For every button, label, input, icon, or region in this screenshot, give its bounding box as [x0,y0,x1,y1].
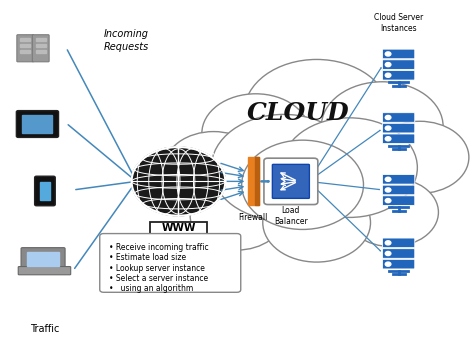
FancyBboxPatch shape [383,60,415,69]
Circle shape [263,183,371,262]
FancyBboxPatch shape [383,134,415,143]
Circle shape [385,73,391,77]
FancyBboxPatch shape [383,196,415,206]
Circle shape [385,62,391,67]
FancyBboxPatch shape [273,164,310,198]
Circle shape [164,132,263,204]
Bar [36,50,46,53]
Bar [20,38,30,40]
FancyBboxPatch shape [35,176,55,206]
Circle shape [345,178,438,247]
Bar [27,252,59,266]
Circle shape [202,94,310,173]
Bar [36,44,46,47]
FancyBboxPatch shape [383,174,415,184]
Text: Load
Balancer: Load Balancer [274,206,308,226]
FancyBboxPatch shape [264,158,318,205]
FancyBboxPatch shape [17,111,58,138]
FancyBboxPatch shape [383,70,415,80]
Circle shape [385,126,391,130]
FancyBboxPatch shape [383,113,415,122]
Bar [22,116,53,133]
FancyBboxPatch shape [100,233,241,292]
Bar [40,182,50,200]
Circle shape [385,251,391,255]
Circle shape [385,199,391,203]
Circle shape [385,52,391,56]
FancyBboxPatch shape [32,35,49,62]
FancyBboxPatch shape [383,259,415,269]
Text: Incoming
Requests: Incoming Requests [103,29,149,52]
FancyBboxPatch shape [18,267,71,275]
Circle shape [190,181,284,250]
FancyBboxPatch shape [383,123,415,133]
Circle shape [385,262,391,266]
Circle shape [321,82,443,171]
FancyBboxPatch shape [383,238,415,248]
Text: • Estimate load size: • Estimate load size [109,253,186,262]
Text: • Select a server instance: • Select a server instance [109,274,208,283]
Text: Cloud Server
Instances: Cloud Server Instances [374,13,423,33]
Circle shape [385,116,391,120]
Bar [36,38,46,40]
Circle shape [211,114,356,221]
Circle shape [385,241,391,245]
Circle shape [385,188,391,192]
FancyBboxPatch shape [17,35,34,62]
Bar [255,157,258,206]
FancyBboxPatch shape [150,222,207,235]
Circle shape [242,140,364,229]
Circle shape [132,147,225,216]
Text: Firewall: Firewall [239,213,268,222]
Bar [20,44,30,47]
Text: WWW: WWW [161,223,196,233]
Circle shape [244,59,389,166]
Text: • Receive incoming traffic: • Receive incoming traffic [109,243,209,252]
Text: Traffic: Traffic [30,324,60,334]
FancyBboxPatch shape [383,249,415,258]
FancyBboxPatch shape [383,185,415,195]
FancyBboxPatch shape [21,248,65,270]
Text: •   using an algorithm: • using an algorithm [109,284,193,294]
Bar [20,50,30,53]
Circle shape [371,121,469,193]
Bar [248,157,258,206]
Text: CLOUD: CLOUD [246,101,349,125]
FancyBboxPatch shape [383,49,415,59]
Circle shape [385,177,391,181]
Circle shape [385,137,391,141]
Text: • Lookup server instance: • Lookup server instance [109,264,205,273]
Circle shape [282,118,417,217]
